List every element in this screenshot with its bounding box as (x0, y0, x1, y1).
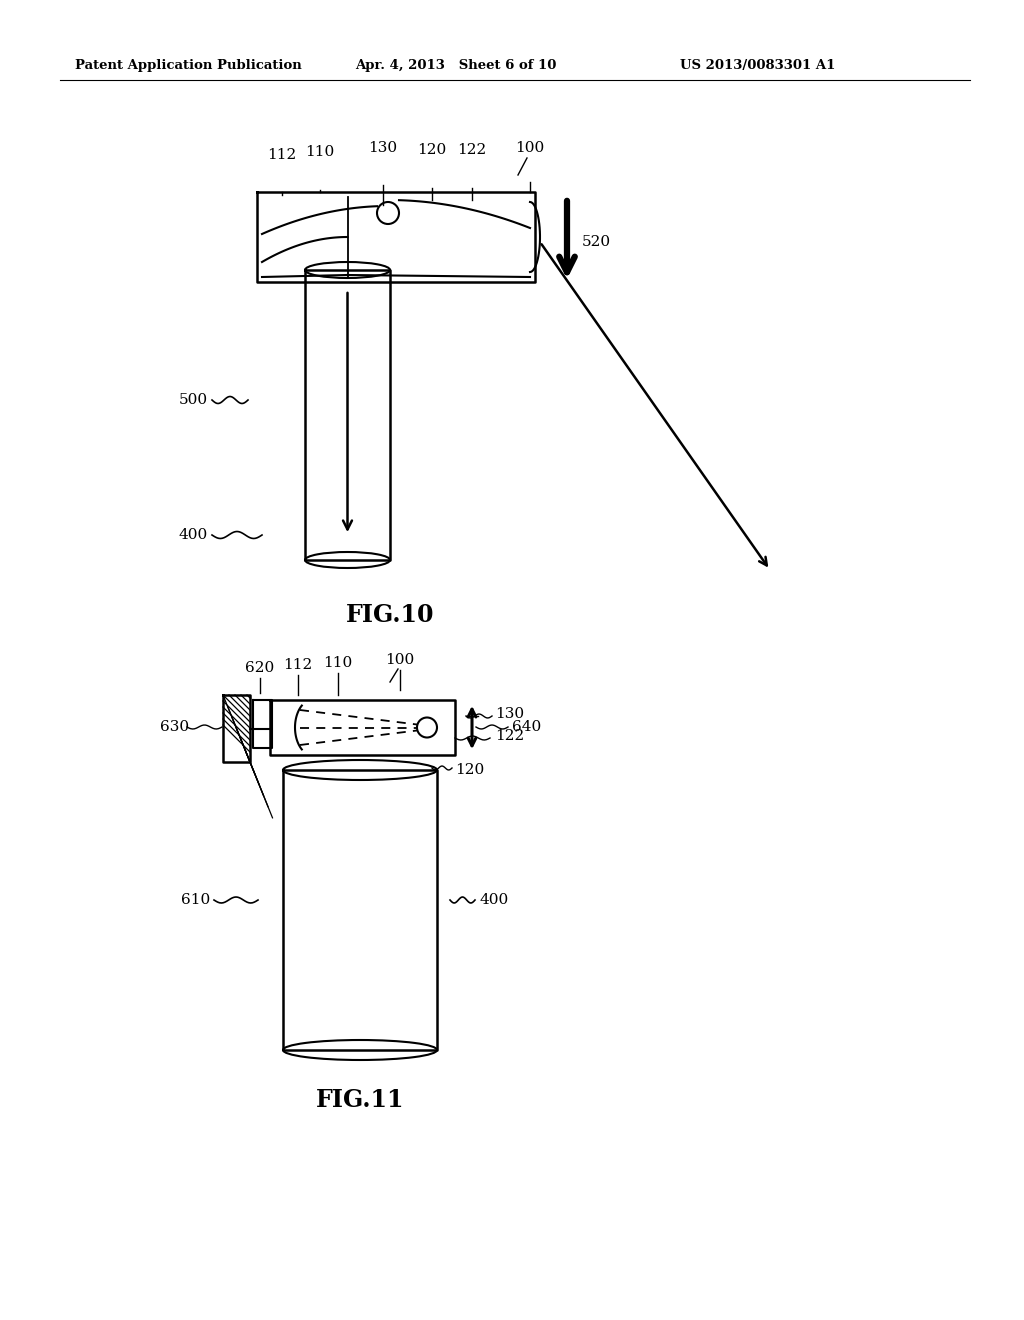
Text: Apr. 4, 2013   Sheet 6 of 10: Apr. 4, 2013 Sheet 6 of 10 (355, 58, 556, 71)
Text: 620: 620 (246, 661, 274, 675)
Text: 130: 130 (495, 708, 524, 721)
Text: 130: 130 (369, 141, 397, 154)
Text: 110: 110 (305, 145, 335, 158)
Text: 100: 100 (385, 653, 415, 667)
Text: 100: 100 (515, 141, 545, 154)
Text: US 2013/0083301 A1: US 2013/0083301 A1 (680, 58, 836, 71)
Text: 110: 110 (324, 656, 352, 671)
Text: 640: 640 (512, 719, 542, 734)
Text: FIG.11: FIG.11 (315, 1088, 404, 1111)
Text: 500: 500 (179, 393, 208, 407)
Text: 630: 630 (160, 719, 189, 734)
Text: 112: 112 (284, 657, 312, 672)
Text: 610: 610 (181, 894, 210, 907)
Text: 520: 520 (582, 235, 611, 249)
Text: 400: 400 (480, 894, 509, 907)
Text: Patent Application Publication: Patent Application Publication (75, 58, 302, 71)
Text: 122: 122 (495, 729, 524, 743)
Text: 120: 120 (455, 763, 484, 777)
Text: 112: 112 (267, 148, 297, 162)
Text: 122: 122 (458, 143, 486, 157)
Text: 120: 120 (418, 143, 446, 157)
Text: 400: 400 (179, 528, 208, 543)
Text: FIG.10: FIG.10 (346, 603, 434, 627)
